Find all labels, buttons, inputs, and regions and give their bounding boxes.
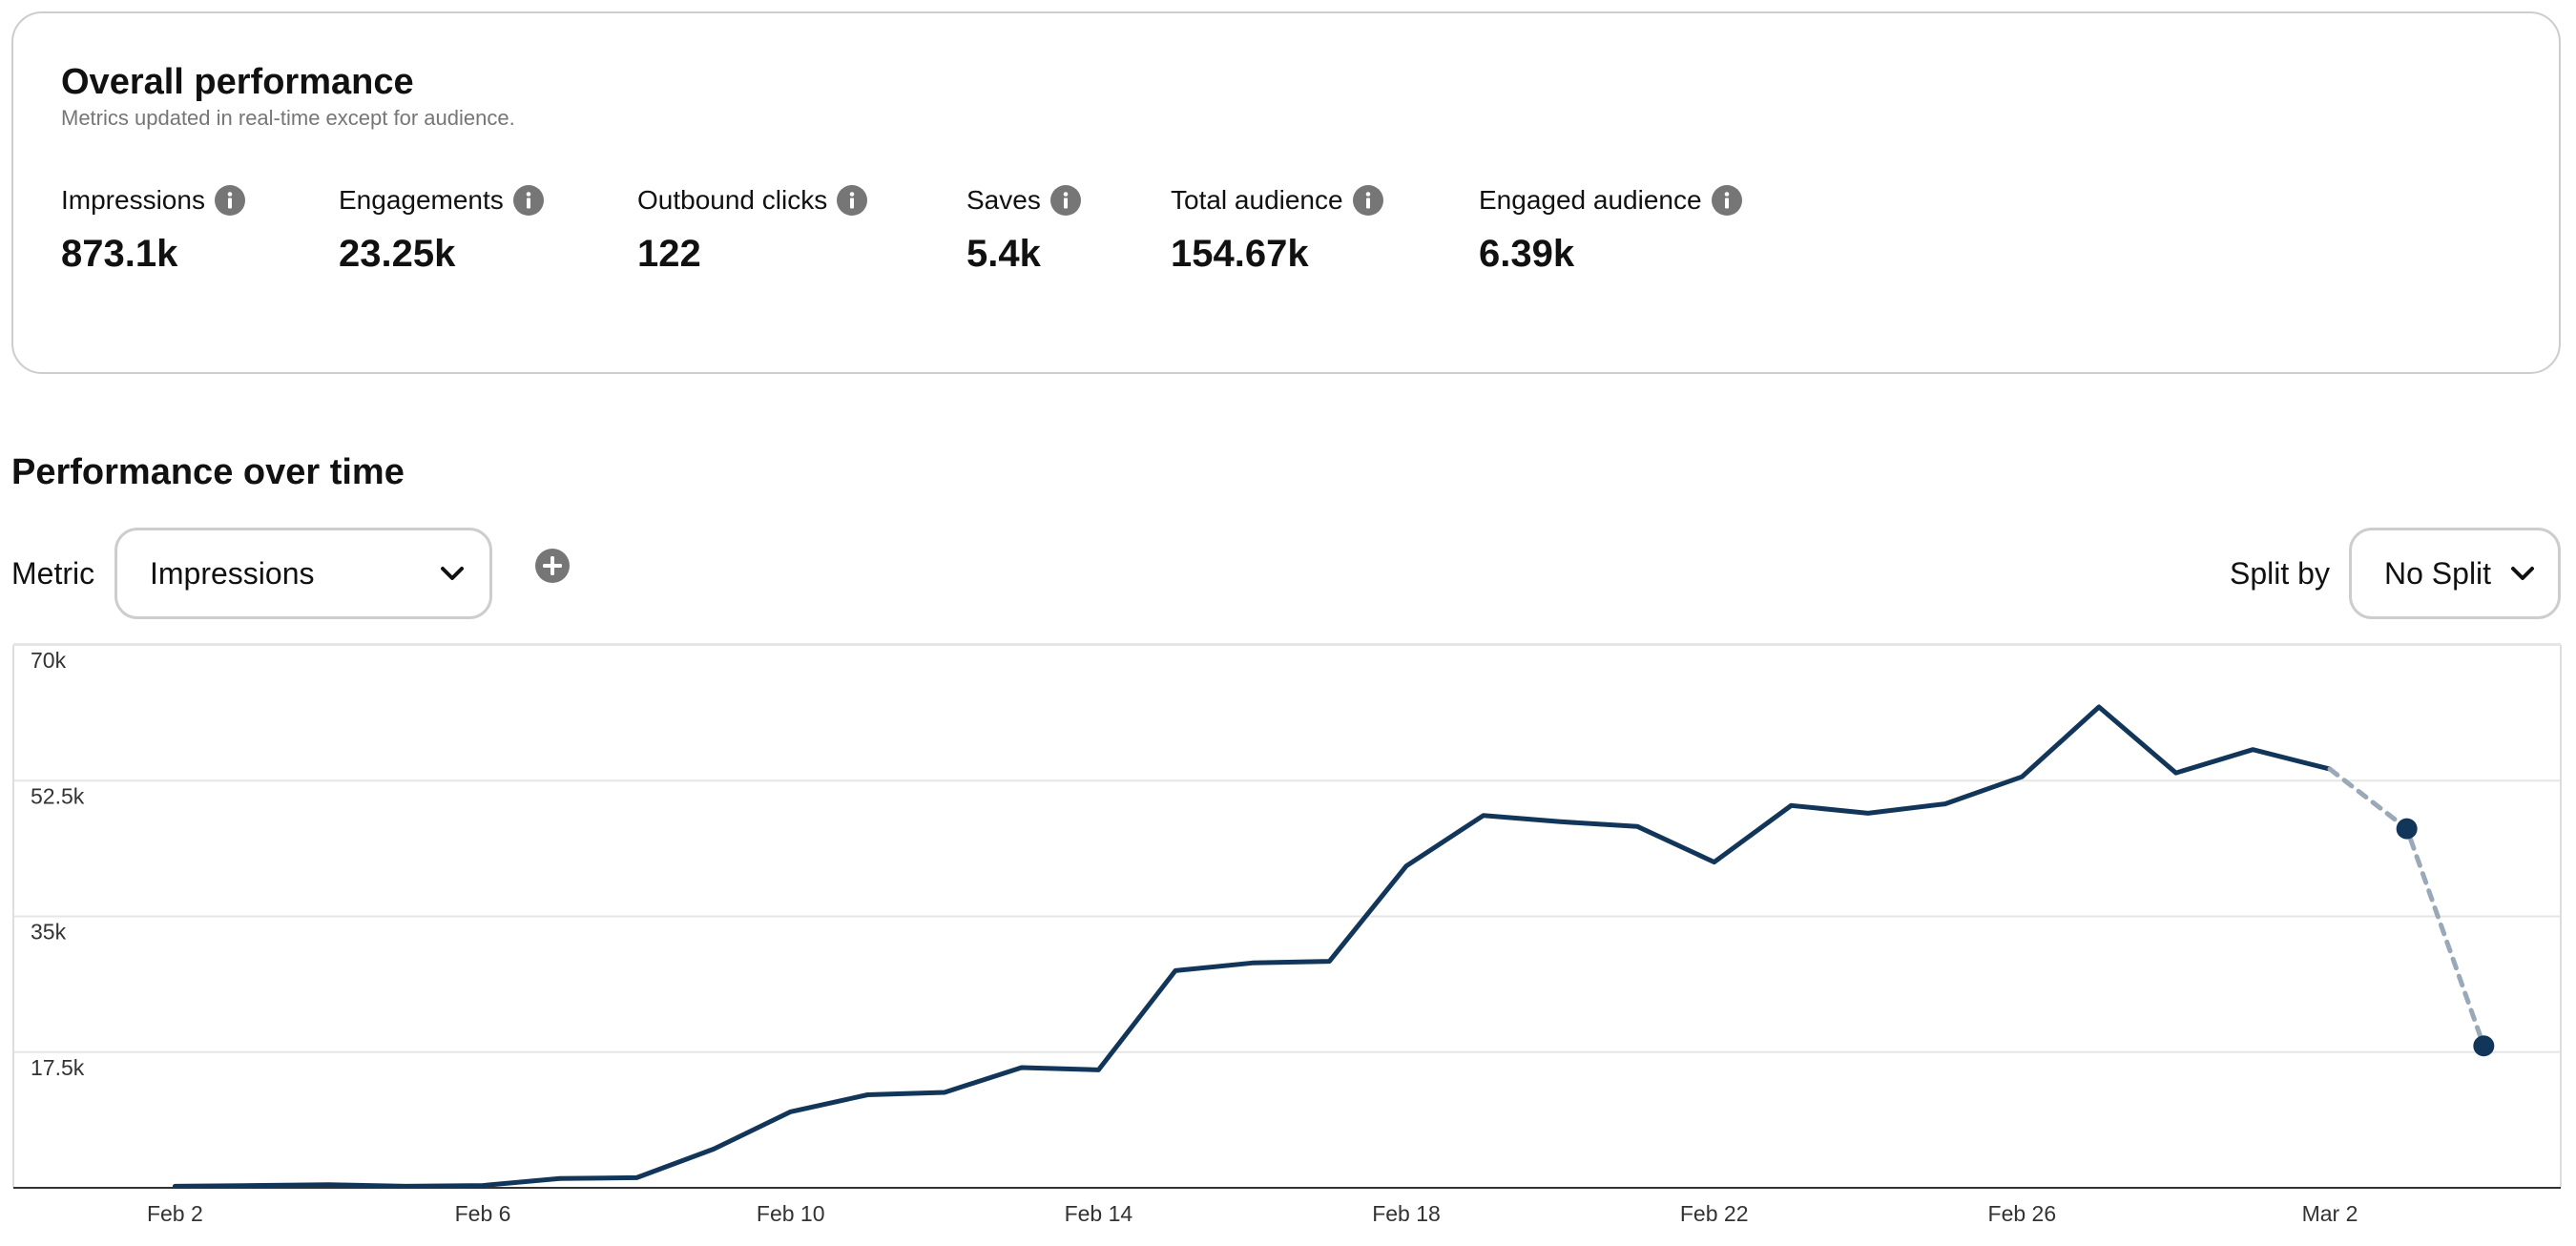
split-select-value: No Split — [2384, 555, 2492, 591]
metric-total-audience: Total audience 154.67k — [1171, 181, 1383, 276]
metric-label: Engaged audience — [1479, 185, 1702, 215]
x-tick-label: Feb 10 — [757, 1201, 825, 1226]
projected-series-line — [2327, 766, 2486, 1049]
metric-impressions: Impressions 873.1k — [61, 181, 245, 276]
x-tick-label: Feb 14 — [1065, 1201, 1133, 1226]
metric-label: Engagements — [339, 185, 504, 215]
x-tick-label: Feb 6 — [455, 1201, 511, 1226]
y-tick-label: 70k — [31, 648, 67, 673]
data-point — [2473, 1035, 2495, 1057]
metric-label: Impressions — [61, 185, 205, 215]
metric-engagements: Engagements 23.25k — [339, 181, 544, 276]
metric-select[interactable]: Impressions — [114, 528, 492, 619]
metric-engaged-audience: Engaged audience 6.39k — [1479, 181, 1742, 276]
info-icon[interactable] — [837, 185, 868, 216]
x-tick-label: Feb 22 — [1680, 1201, 1749, 1226]
metric-value: 23.25k — [339, 233, 456, 275]
x-tick-label: Feb 26 — [1988, 1201, 2057, 1226]
series-line — [172, 704, 2333, 1189]
metric-saves: Saves 5.4k — [966, 181, 1081, 276]
split-select[interactable]: No Split — [2349, 528, 2561, 619]
split-by-label: Split by — [2230, 556, 2330, 591]
info-icon[interactable] — [1049, 185, 1081, 216]
y-tick-label: 52.5k — [31, 783, 85, 808]
metric-value: 122 — [637, 233, 701, 275]
x-tick-label: Feb 2 — [147, 1201, 203, 1226]
x-tick-label: Feb 18 — [1372, 1201, 1441, 1226]
card-title: Overall performance — [61, 62, 414, 102]
metric-value: 873.1k — [61, 233, 178, 275]
metric-outbound-clicks: Outbound clicks 122 — [637, 181, 868, 276]
metric-label: Saves — [966, 185, 1041, 215]
impressions-line-chart: 17.5k 35k 52.5k 70k Feb 2 Feb 6 Feb 10 Feb 14 Fe… — [12, 643, 2562, 1226]
metric-label: Total audience — [1171, 185, 1343, 215]
data-point — [2396, 818, 2418, 840]
chevron-down-icon — [441, 567, 464, 580]
info-icon[interactable] — [1352, 185, 1383, 216]
overall-performance-card: Overall performance Metrics updated in r… — [11, 11, 2561, 374]
y-tick-label: 17.5k — [31, 1055, 85, 1080]
metric-value: 154.67k — [1171, 233, 1309, 275]
x-tick-label: Mar 2 — [2302, 1201, 2358, 1226]
section-title: Performance over time — [11, 452, 405, 492]
metric-value: 6.39k — [1479, 233, 1575, 275]
info-icon[interactable] — [1711, 185, 1742, 216]
metric-select-value: Impressions — [150, 555, 315, 591]
y-tick-label: 35k — [31, 920, 67, 945]
chevron-down-icon — [2511, 567, 2534, 580]
metric-value: 5.4k — [966, 233, 1041, 275]
info-icon[interactable] — [214, 185, 245, 216]
info-icon[interactable] — [512, 185, 544, 216]
card-subtitle: Metrics updated in real-time except for … — [61, 106, 515, 130]
add-circle-icon[interactable] — [535, 549, 570, 583]
metric-label: Outbound clicks — [637, 185, 828, 215]
metric-label: Metric — [11, 556, 95, 591]
